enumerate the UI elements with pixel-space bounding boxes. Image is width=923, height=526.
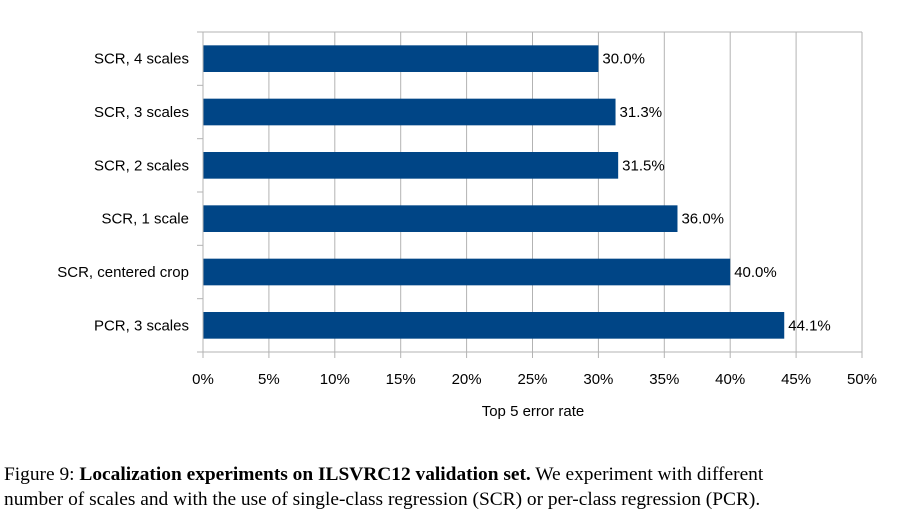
bars — [203, 45, 785, 339]
axes — [197, 31, 863, 358]
category-label: SCR, 3 scales — [94, 104, 189, 121]
category-label: SCR, 1 scale — [101, 211, 189, 228]
caption-line-1: Figure 9: Localization experiments on IL… — [4, 462, 919, 487]
category-label: PCR, 3 scales — [94, 317, 189, 334]
x-tick-label: 10% — [320, 371, 350, 388]
category-label: SCR, 4 scales — [94, 51, 189, 68]
figure-caption: Figure 9: Localization experiments on IL… — [4, 462, 919, 512]
data-label: 31.5% — [622, 157, 665, 174]
data-label: 44.1% — [788, 317, 831, 334]
x-tick-label: 15% — [386, 371, 416, 388]
bar — [203, 258, 731, 286]
x-axis-title: Top 5 error rate — [482, 403, 585, 420]
x-tick-label: 5% — [258, 371, 280, 388]
x-tick-label: 45% — [781, 371, 811, 388]
bar — [203, 98, 616, 126]
gridlines — [203, 31, 863, 352]
x-tick-label: 0% — [192, 371, 214, 388]
category-label: SCR, 2 scales — [94, 157, 189, 174]
category-label: SCR, centered crop — [57, 264, 189, 281]
data-label: 36.0% — [681, 211, 724, 228]
data-label: 40.0% — [734, 264, 777, 281]
data-label: 31.3% — [620, 104, 663, 121]
bar — [203, 205, 678, 232]
bar — [203, 45, 599, 72]
x-tick-label: 50% — [847, 371, 877, 388]
x-tick-label: 40% — [715, 371, 745, 388]
x-tick-label: 25% — [517, 371, 547, 388]
bar — [203, 152, 619, 179]
bar-chart: 0% 5% 10% 15% 20% 25% 30% 35% 40% 45% 50% SCR, 4 sc… — [57, 31, 877, 420]
labels: 0% 5% 10% 15% 20% 25% 30% 35% 40% 45% 50% SCR, 4 sc… — [57, 51, 877, 388]
x-tick-label: 20% — [452, 371, 482, 388]
caption-bold-title: Localization experiments on ILSVRC12 val… — [79, 464, 531, 485]
caption-prefix: Figure 9: — [4, 464, 80, 485]
caption-line-2: number of scales and with the use of sin… — [4, 489, 761, 510]
x-tick-label: 35% — [649, 371, 679, 388]
bar — [203, 312, 785, 339]
caption-line1-rest: We experiment with different — [530, 464, 764, 485]
data-label: 30.0% — [602, 51, 645, 68]
x-tick-label: 30% — [583, 371, 613, 388]
